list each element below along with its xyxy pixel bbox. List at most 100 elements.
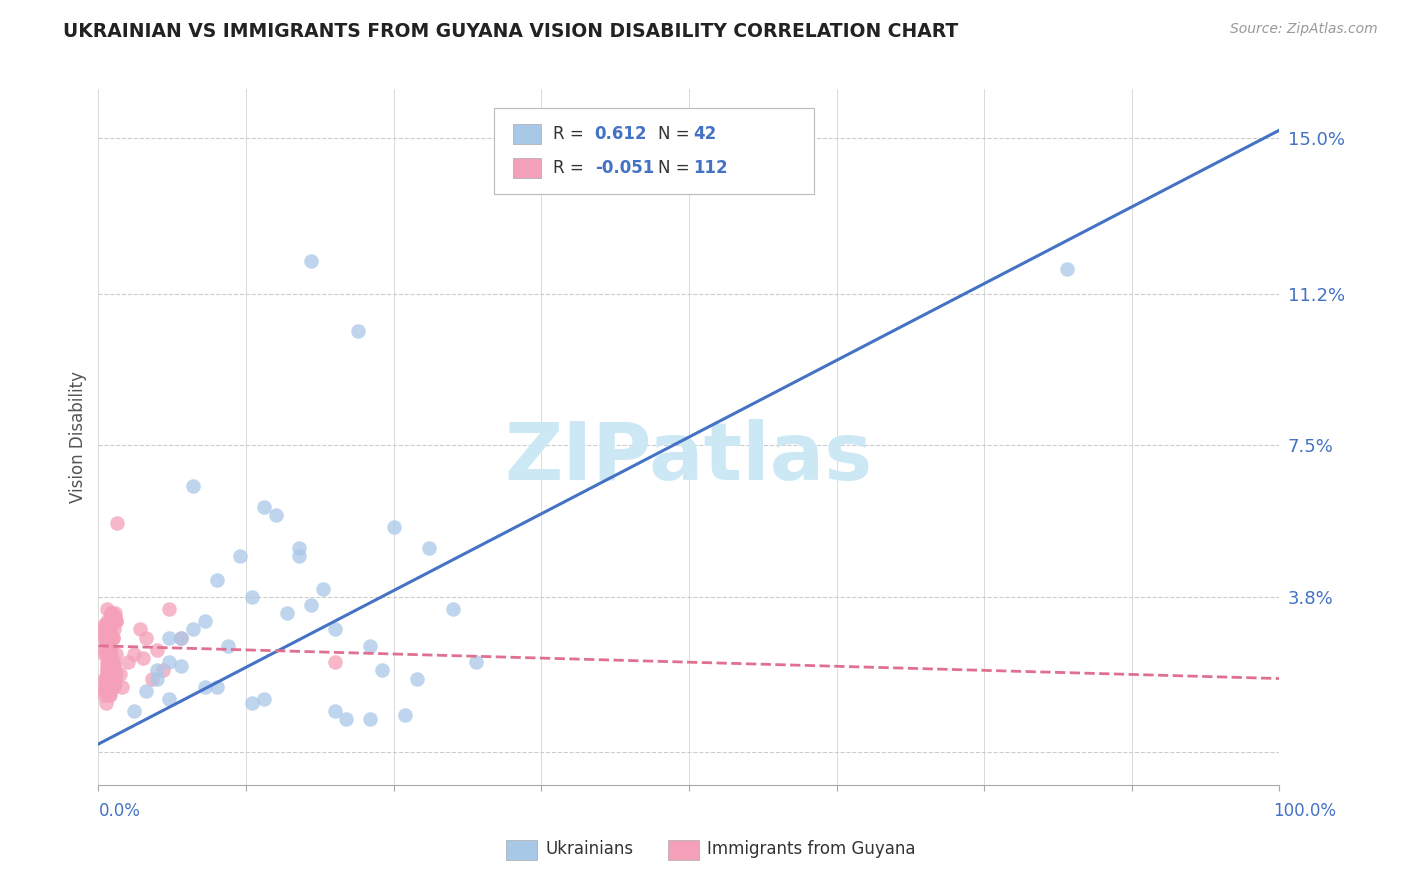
Point [97, 680, 120, 694]
Text: 100.0%: 100.0% [1272, 802, 1336, 820]
Point [98, 651, 121, 665]
Point [98, 639, 121, 653]
Point [122, 647, 145, 661]
Point [96, 602, 118, 616]
Point [98, 688, 121, 702]
Point [288, 541, 311, 555]
Point [94, 623, 117, 637]
Point [170, 659, 193, 673]
Point [240, 590, 263, 604]
Point [94, 634, 117, 648]
Point [96, 626, 118, 640]
Point [93, 643, 115, 657]
Point [347, 324, 370, 338]
Point [132, 651, 155, 665]
Point [240, 696, 263, 710]
Point [101, 672, 124, 686]
Point [264, 508, 287, 522]
Point [194, 680, 217, 694]
Point [100, 672, 122, 686]
Point [98, 688, 121, 702]
Point [98, 683, 121, 698]
Point [96, 664, 118, 678]
Point [101, 614, 124, 628]
Point [94, 618, 117, 632]
Point [323, 704, 346, 718]
Point [98, 631, 121, 645]
Point [100, 655, 122, 669]
Point [465, 655, 488, 669]
Point [181, 623, 204, 637]
Point [299, 598, 322, 612]
Point [441, 602, 464, 616]
Point [104, 606, 127, 620]
Point [108, 667, 131, 681]
Point [152, 664, 174, 678]
Point [312, 582, 335, 596]
Point [93, 647, 115, 661]
Point [103, 659, 125, 673]
Point [103, 655, 125, 669]
Point [217, 639, 239, 653]
Point [105, 614, 128, 628]
Point [93, 618, 115, 632]
Point [93, 623, 115, 637]
Point [94, 675, 117, 690]
Point [98, 664, 121, 678]
Text: R =: R = [553, 125, 589, 143]
Point [104, 675, 127, 690]
Text: Immigrants from Guyana: Immigrants from Guyana [707, 840, 915, 858]
Point [104, 672, 127, 686]
Point [253, 692, 276, 706]
Point [94, 631, 117, 645]
Text: 0.612: 0.612 [595, 125, 647, 143]
Point [98, 655, 121, 669]
Point [128, 623, 150, 637]
Point [335, 713, 357, 727]
Point [101, 659, 124, 673]
Point [418, 541, 440, 555]
Point [96, 647, 118, 661]
Point [97, 659, 120, 673]
Point [94, 623, 117, 637]
Point [96, 655, 118, 669]
Point [97, 639, 120, 653]
Point [1056, 262, 1078, 277]
Point [98, 643, 121, 657]
Point [103, 623, 125, 637]
Text: Source: ZipAtlas.com: Source: ZipAtlas.com [1230, 22, 1378, 37]
Point [101, 631, 124, 645]
Point [98, 631, 121, 645]
Point [94, 631, 117, 645]
Point [93, 680, 115, 694]
Point [103, 680, 125, 694]
Point [359, 639, 381, 653]
Point [98, 643, 121, 657]
Point [135, 631, 157, 645]
Point [100, 647, 122, 661]
Point [104, 664, 127, 678]
Y-axis label: Vision Disability: Vision Disability [69, 371, 87, 503]
Point [98, 626, 121, 640]
Point [323, 655, 346, 669]
Point [181, 479, 204, 493]
Text: 0.0%: 0.0% [98, 802, 141, 820]
Point [103, 675, 125, 690]
Point [97, 643, 120, 657]
Point [98, 655, 121, 669]
Point [104, 610, 127, 624]
Point [98, 643, 121, 657]
Point [205, 680, 228, 694]
Point [93, 683, 115, 698]
Point [96, 623, 118, 637]
Point [394, 708, 416, 723]
Point [96, 614, 118, 628]
Point [288, 549, 311, 563]
Text: 42: 42 [693, 125, 717, 143]
Point [141, 672, 163, 686]
Point [117, 655, 139, 669]
Point [103, 664, 125, 678]
Point [101, 659, 124, 673]
Point [299, 254, 322, 268]
Point [359, 713, 381, 727]
